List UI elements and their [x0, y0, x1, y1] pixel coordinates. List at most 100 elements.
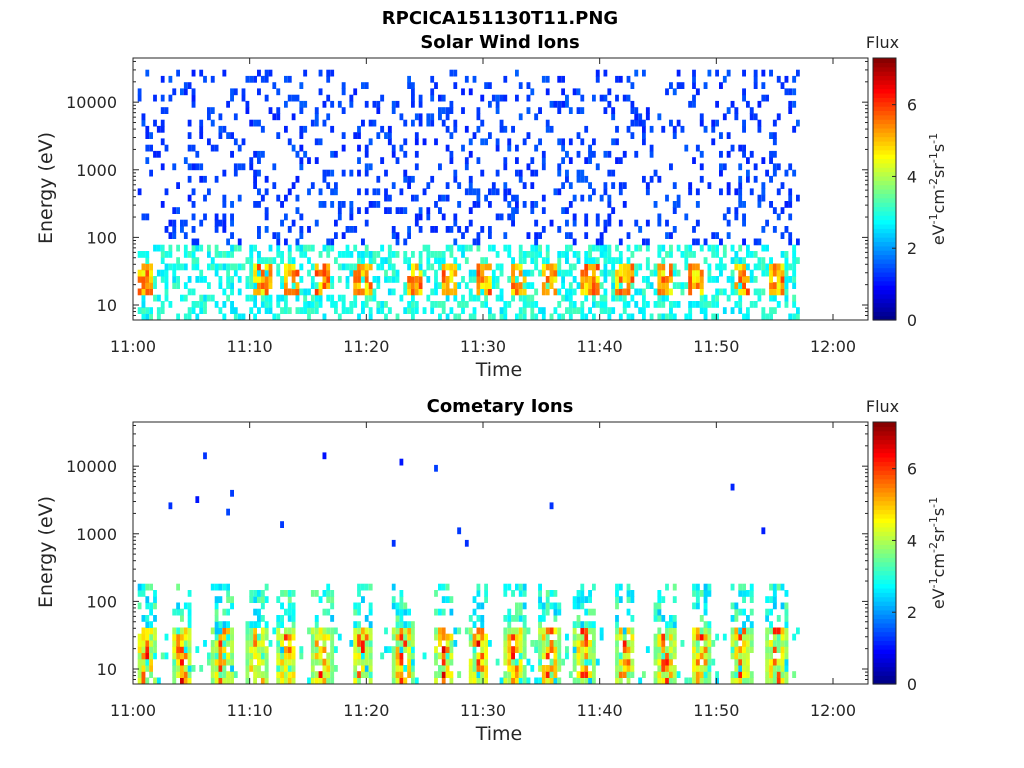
heat-cell	[572, 596, 577, 603]
heat-cell	[418, 282, 423, 289]
heat-cell	[257, 276, 261, 283]
heat-cell	[507, 301, 512, 308]
heat-cell	[210, 257, 215, 264]
heat-cell	[780, 583, 785, 591]
heat-cell	[284, 646, 288, 653]
heat-cell	[757, 125, 762, 133]
heat-cell	[253, 244, 257, 252]
heat-cell	[703, 665, 708, 672]
heat-cell	[407, 640, 411, 647]
heat-cell	[638, 677, 643, 685]
heat-cell	[207, 244, 211, 252]
heat-cell	[584, 232, 589, 239]
heat-cell	[245, 671, 250, 678]
heat-cell	[476, 615, 481, 622]
heat-cell	[649, 313, 654, 321]
heat-cell	[291, 652, 296, 660]
heat-cell	[653, 615, 658, 622]
heat-cell	[484, 276, 488, 283]
heat-cell	[418, 226, 423, 233]
heat-cell	[180, 652, 184, 660]
heat-cell	[507, 640, 512, 647]
heat-cell	[438, 251, 442, 258]
heat-cell	[230, 677, 234, 685]
heat-cell	[630, 596, 635, 603]
heat-cell	[172, 226, 177, 233]
heat-cell	[260, 294, 265, 302]
heat-cell	[191, 94, 196, 102]
heat-cell	[207, 251, 211, 258]
heat-cell	[345, 276, 350, 283]
heat-cell	[769, 257, 773, 264]
heat-cell	[669, 263, 673, 271]
heat-cell	[310, 652, 315, 660]
heat-cell	[384, 132, 388, 139]
heat-cell	[391, 658, 396, 666]
heat-cell	[622, 269, 627, 277]
heat-cell	[491, 244, 496, 252]
heat-cell	[445, 282, 450, 289]
heat-cell	[746, 100, 750, 108]
heat-cell	[253, 652, 257, 660]
heat-cell	[503, 194, 508, 202]
heat-cell	[453, 125, 458, 133]
heat-cell	[515, 282, 519, 289]
heat-cell	[253, 301, 257, 308]
heat-cell	[572, 640, 577, 647]
figure-title: RPCICA151130T11.PNG	[382, 8, 618, 29]
heat-cell	[299, 307, 304, 314]
heat-cell	[295, 244, 300, 252]
heat-cell	[364, 288, 369, 296]
heat-cell	[669, 276, 673, 283]
heat-cell	[464, 226, 469, 233]
heat-cell	[599, 301, 604, 308]
heat-cell	[588, 244, 592, 252]
heat-cell	[168, 263, 173, 271]
heat-cell	[445, 665, 450, 672]
heat-cell	[472, 313, 477, 321]
y-tick-label: 100	[86, 592, 117, 611]
heat-cell	[534, 263, 539, 271]
heat-cell	[207, 263, 211, 271]
heat-cell	[676, 194, 681, 202]
heat-cell	[699, 119, 704, 127]
heat-cell	[784, 269, 789, 277]
heat-cell	[788, 201, 793, 208]
heat-cell	[441, 119, 446, 127]
heat-cell	[191, 226, 196, 233]
heat-cell	[299, 144, 304, 152]
heat-cell	[607, 201, 612, 208]
heat-cell	[507, 677, 512, 685]
heat-cell	[626, 646, 631, 653]
heat-cell	[630, 658, 635, 666]
heat-cell	[695, 276, 700, 283]
heat-cell	[711, 640, 716, 647]
heat-cell	[699, 665, 704, 672]
heat-cell	[545, 602, 550, 610]
heat-cell	[476, 627, 481, 635]
heat-cell	[595, 257, 600, 264]
heat-cell	[499, 294, 504, 302]
colorbar-segment	[873, 258, 896, 264]
heat-cell	[449, 69, 454, 77]
heat-cell	[749, 608, 754, 616]
heat-cell	[734, 113, 739, 121]
heat-cell	[330, 615, 335, 622]
heat-cell	[230, 646, 234, 653]
heat-cell	[210, 665, 215, 672]
heat-cell	[515, 144, 519, 152]
heat-cell	[688, 288, 693, 296]
heat-cell	[780, 288, 785, 296]
heat-cell	[380, 125, 385, 133]
heat-cell	[576, 615, 581, 622]
heat-cell	[314, 646, 319, 653]
heat-cell	[695, 671, 700, 678]
heat-cell	[341, 82, 346, 89]
heat-cell	[749, 583, 754, 591]
heat-cell	[183, 665, 188, 672]
heat-cell	[776, 301, 781, 308]
heat-cell	[314, 627, 319, 635]
heat-cell	[653, 671, 658, 678]
x-tick-label: 11:30	[460, 337, 506, 356]
heat-cell	[280, 615, 284, 622]
